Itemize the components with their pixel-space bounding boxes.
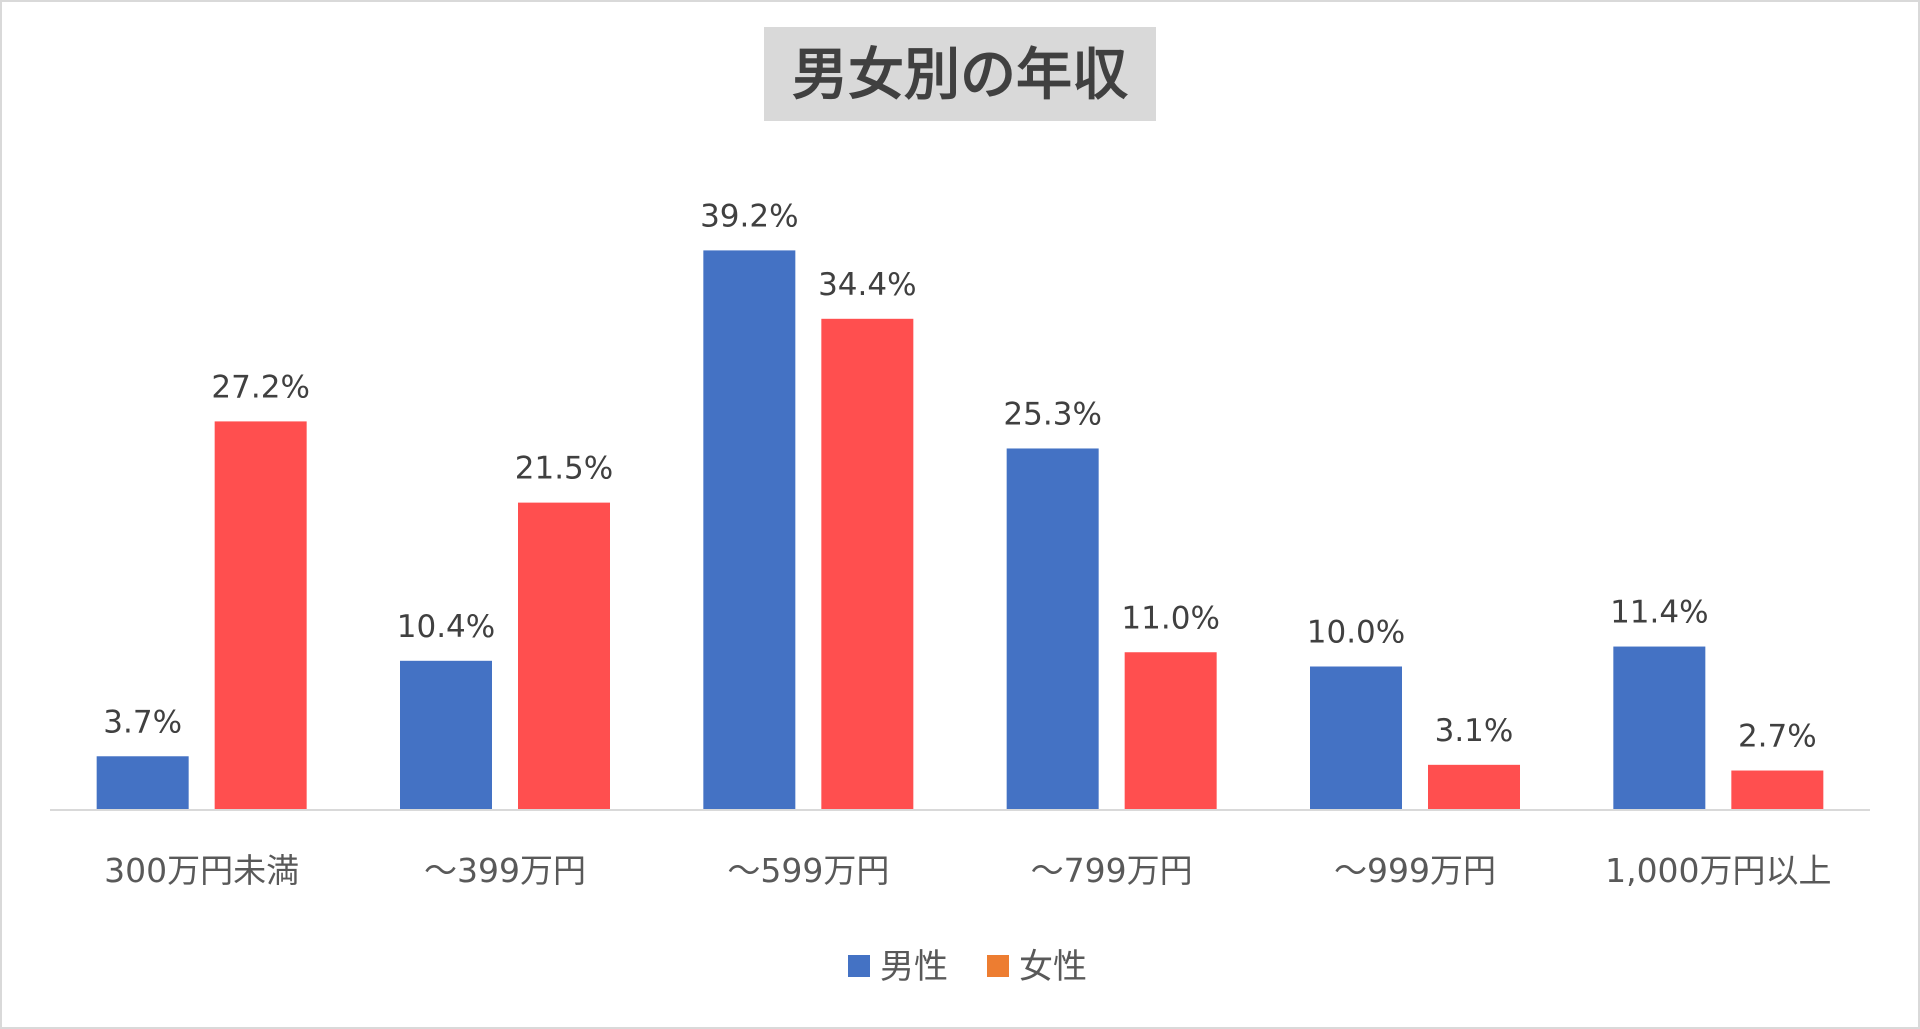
legend-label-female: 女性 xyxy=(1019,947,1087,987)
data-label-female-4: 3.1% xyxy=(1435,713,1514,749)
x-tick-label-1: ～399万円 xyxy=(424,851,586,890)
data-label-male-0: 3.7% xyxy=(103,704,182,740)
data-label-female-5: 2.7% xyxy=(1738,719,1817,755)
data-label-male-2: 39.2% xyxy=(700,198,798,234)
bar-female-4 xyxy=(1428,764,1520,809)
data-label-female-2: 34.4% xyxy=(818,267,916,303)
data-label-female-1: 21.5% xyxy=(515,451,613,487)
bar-male-5 xyxy=(1613,646,1706,809)
bar-male-0 xyxy=(96,756,189,809)
x-axis-tick-labels: 300万円未満 ～399万円 ～599万円 ～799万円 ～999万円 1,000万円以上 xyxy=(104,851,1831,890)
data-label-male-3: 25.3% xyxy=(1003,396,1101,432)
legend-swatch-male xyxy=(848,955,870,977)
bar-female-0 xyxy=(214,421,307,809)
bar-male-2 xyxy=(703,250,796,809)
chart-title: 男女別の年収 xyxy=(764,27,1156,121)
bar-female-2 xyxy=(821,318,914,809)
data-label-male-1: 10.4% xyxy=(397,609,495,645)
legend: 男性 女性 xyxy=(848,947,1087,987)
data-label-female-3: 11.0% xyxy=(1121,600,1219,636)
bar-male-4 xyxy=(1310,666,1402,809)
chart-title-text: 男女別の年収 xyxy=(792,43,1128,108)
plot-area: 3.7% 27.2% 10.4% 21.5% 39.2% 34.4% 25.3% 11.0% 1… xyxy=(50,198,1870,811)
x-tick-label-3: ～799万円 xyxy=(1031,851,1193,890)
chart-title-background xyxy=(764,27,1156,121)
data-label-female-0: 27.2% xyxy=(211,369,309,405)
data-label-male-5: 11.4% xyxy=(1610,595,1708,631)
x-tick-label-2: ～599万円 xyxy=(727,851,889,890)
x-tick-label-5: 1,000万円以上 xyxy=(1605,851,1831,890)
x-tick-label-4: ～999万円 xyxy=(1334,851,1496,890)
bar-female-3 xyxy=(1124,652,1217,809)
bar-female-1 xyxy=(518,502,610,809)
legend-label-male: 男性 xyxy=(880,947,948,987)
x-tick-label-0: 300万円未満 xyxy=(104,851,299,890)
data-label-male-4: 10.0% xyxy=(1307,615,1405,651)
legend-swatch-female xyxy=(987,955,1009,977)
bar-female-5 xyxy=(1731,770,1824,809)
bar-male-3 xyxy=(1006,448,1099,809)
bar-male-1 xyxy=(400,660,492,809)
